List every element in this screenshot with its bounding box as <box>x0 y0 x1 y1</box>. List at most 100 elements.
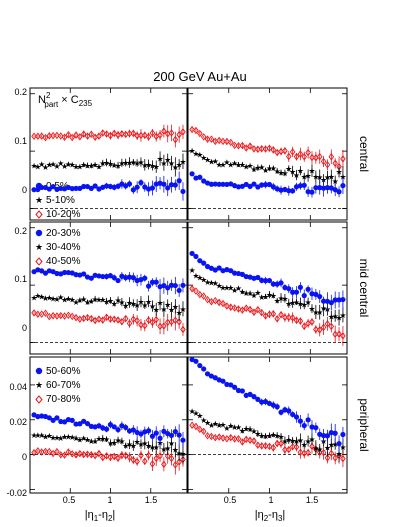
data-point-blue <box>224 181 230 188</box>
data-point-blue <box>320 432 327 439</box>
data-point-blue <box>168 432 175 439</box>
data-point-black: ★ <box>339 443 346 452</box>
data-point-black: ★ <box>80 434 87 443</box>
data-point-red <box>96 132 102 140</box>
data-point-black: ★ <box>172 163 179 172</box>
data-point-blue <box>328 429 334 436</box>
data-point-black: ★ <box>227 160 234 169</box>
data-point-red <box>224 302 230 310</box>
data-point-black: ★ <box>235 284 242 293</box>
data-point-blue <box>235 184 242 190</box>
data-point-blue <box>340 296 346 303</box>
data-point-black: ★ <box>301 300 308 309</box>
data-point-blue <box>46 186 52 192</box>
data-point-black: ★ <box>65 295 72 304</box>
data-point-red <box>197 129 203 138</box>
data-point-red <box>54 312 60 320</box>
legend-mid-central: 20-30% ★ 30-40% 40-50% <box>35 228 81 267</box>
data-point-black: ★ <box>297 299 304 308</box>
data-point-blue <box>212 375 218 381</box>
data-point-black: ★ <box>320 304 327 313</box>
data-point-red <box>100 316 106 324</box>
data-point-black: ★ <box>99 434 106 443</box>
data-point-blue <box>278 409 284 415</box>
data-point-red <box>282 445 288 454</box>
panel-frame <box>29 87 188 221</box>
data-point-blue <box>286 286 292 292</box>
data-point-blue <box>259 182 265 188</box>
data-point-black: ★ <box>107 159 114 168</box>
x-tick-label: 0.5 <box>63 495 76 505</box>
data-point-black: ★ <box>328 440 335 449</box>
data-point-black: ★ <box>179 450 186 459</box>
data-point-blue <box>138 180 144 186</box>
legend-marker-black: ★ <box>35 380 43 390</box>
data-point-blue <box>228 181 234 187</box>
data-point-black: ★ <box>243 289 250 298</box>
data-point-red <box>161 127 167 135</box>
data-point-blue <box>228 382 234 388</box>
data-point-red <box>145 451 152 460</box>
data-point-black: ★ <box>176 449 183 458</box>
data-point-black: ★ <box>243 162 250 171</box>
data-point-red <box>35 132 41 141</box>
data-point-blue <box>301 182 307 188</box>
data-point-red <box>235 305 242 313</box>
data-point-blue <box>216 265 222 271</box>
data-point-black: ★ <box>84 435 91 444</box>
data-point-blue <box>336 297 342 303</box>
data-point-black: ★ <box>38 160 45 169</box>
data-point-blue <box>142 184 148 190</box>
legend-label: 5-10% <box>46 195 75 206</box>
data-point-red <box>278 310 284 319</box>
data-point-blue <box>176 287 182 294</box>
data-point-blue <box>176 432 182 438</box>
data-point-blue <box>149 433 156 439</box>
data-point-black: ★ <box>65 160 72 169</box>
data-point-red <box>251 437 257 445</box>
data-point-black: ★ <box>141 439 148 448</box>
data-point-black: ★ <box>281 294 288 303</box>
data-point-blue <box>126 181 133 187</box>
data-point-blue <box>313 425 319 431</box>
data-point-black: ★ <box>114 436 121 445</box>
data-point-red <box>235 435 242 443</box>
data-point-blue <box>58 418 64 425</box>
data-point-blue <box>197 362 203 369</box>
data-point-black: ★ <box>84 161 91 170</box>
data-point-black: ★ <box>61 296 68 305</box>
data-point-red <box>176 318 182 326</box>
data-point-blue <box>54 415 60 421</box>
data-point-blue <box>239 183 245 189</box>
data-point-black: ★ <box>84 298 91 307</box>
data-point-red <box>332 330 338 338</box>
data-point-blue <box>130 187 136 193</box>
data-point-black: ★ <box>126 159 133 168</box>
data-point-blue <box>201 366 207 372</box>
data-point-red <box>204 135 211 143</box>
data-point-black: ★ <box>266 291 273 300</box>
data-point-black: ★ <box>111 439 118 448</box>
data-point-black: ★ <box>293 171 300 180</box>
data-point-black: ★ <box>312 173 319 182</box>
data-point-black: ★ <box>289 167 296 176</box>
data-point-black: ★ <box>145 161 152 170</box>
data-point-black: ★ <box>289 299 296 308</box>
data-point-blue <box>301 422 307 429</box>
data-point-red <box>96 315 102 323</box>
data-point-red <box>38 132 45 140</box>
data-point-blue <box>180 188 186 195</box>
data-point-black: ★ <box>88 437 95 446</box>
data-point-red <box>293 443 300 451</box>
data-point-blue <box>142 275 148 281</box>
data-point-black: ★ <box>107 439 114 448</box>
data-point-blue <box>313 291 319 297</box>
data-point-black: ★ <box>122 159 129 168</box>
data-point-blue <box>220 181 226 187</box>
data-point-black: ★ <box>76 435 83 444</box>
data-point-red <box>270 444 277 452</box>
data-point-black: ★ <box>61 433 68 442</box>
data-point-red <box>216 433 222 441</box>
data-point-red <box>61 133 68 141</box>
data-point-black: ★ <box>316 445 323 454</box>
